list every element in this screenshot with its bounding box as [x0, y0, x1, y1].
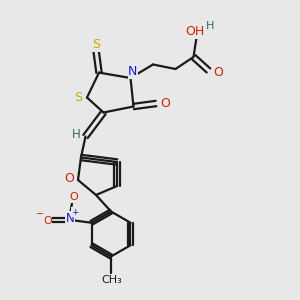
Text: +: +	[71, 208, 79, 217]
Text: N: N	[128, 65, 138, 78]
Text: H: H	[71, 128, 80, 141]
Text: O: O	[64, 172, 74, 185]
Text: H: H	[206, 21, 214, 31]
Text: S: S	[92, 38, 100, 51]
Text: −: −	[37, 209, 45, 219]
Text: O: O	[161, 97, 170, 110]
Text: O: O	[213, 66, 223, 80]
Text: CH₃: CH₃	[101, 274, 122, 285]
Text: S: S	[75, 91, 83, 104]
Text: O: O	[69, 192, 78, 202]
Text: N: N	[66, 212, 75, 225]
Text: OH: OH	[185, 25, 205, 38]
Text: O: O	[43, 216, 52, 226]
